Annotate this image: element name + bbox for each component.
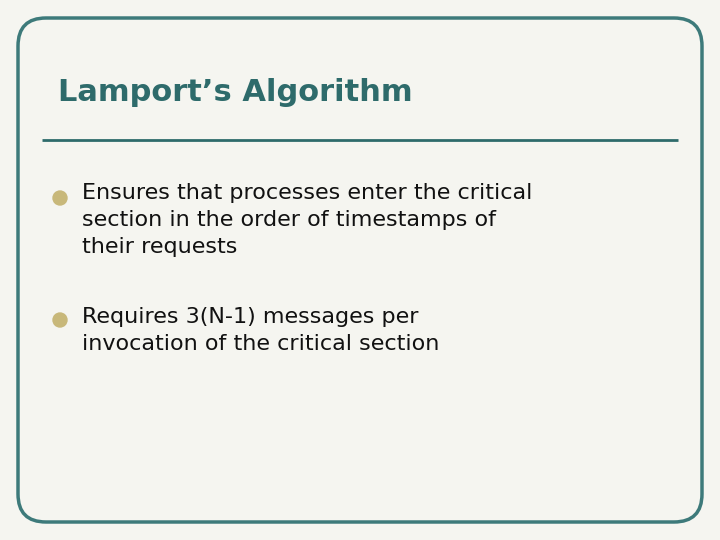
Circle shape [53,191,67,205]
Text: Lamport’s Algorithm: Lamport’s Algorithm [58,78,413,107]
Circle shape [53,313,67,327]
Text: Requires 3(N-1) messages per
invocation of the critical section: Requires 3(N-1) messages per invocation … [82,307,439,354]
FancyBboxPatch shape [18,18,702,522]
Text: Ensures that processes enter the critical
section in the order of timestamps of
: Ensures that processes enter the critica… [82,183,532,258]
